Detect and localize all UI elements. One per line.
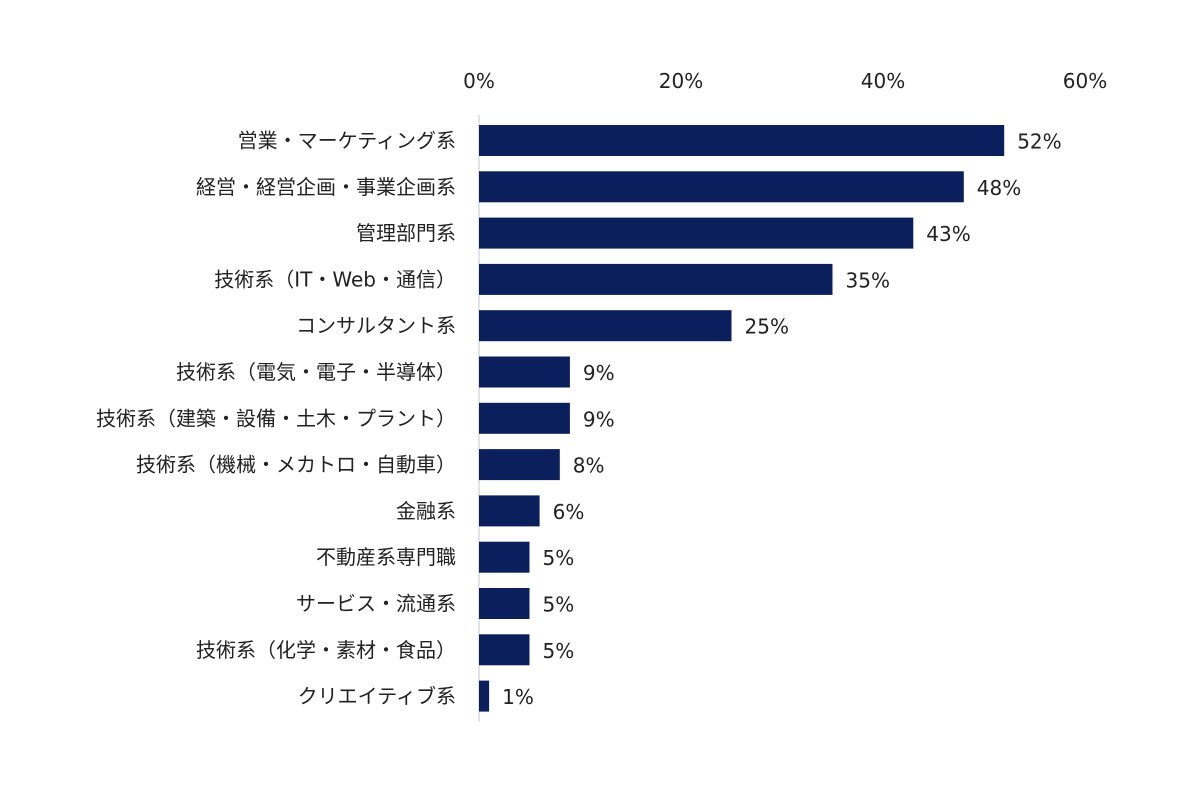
bar: [479, 356, 570, 388]
bar: [479, 449, 560, 481]
x-axis-ticks: 0% 20% 40% 60%: [463, 69, 1107, 93]
value-labels: 52% 48% 43% 35% 25% 9% 9% 8% 6% 5% 5% 5% 1%: [502, 130, 1062, 710]
x-tick-label: 60%: [1063, 69, 1107, 93]
category-label: 管理部門系: [356, 221, 456, 245]
value-label: 35%: [846, 268, 890, 292]
category-label: 技術系（IT・Web・通信）: [214, 267, 456, 291]
bar: [479, 125, 1005, 156]
value-label: 5%: [543, 593, 575, 617]
category-label: 不動産系専門職: [316, 545, 456, 569]
bars: [479, 125, 1005, 712]
category-label: 技術系（化学・素材・食品）: [196, 638, 456, 662]
bar: [479, 680, 490, 712]
bar: [479, 541, 530, 573]
category-label: 技術系（電気・電子・半導体）: [176, 360, 456, 384]
category-label: 技術系（機械・メカトロ・自動車）: [136, 453, 456, 477]
category-label: コンサルタント系: [296, 314, 456, 338]
x-tick-label: 40%: [861, 69, 905, 93]
value-label: 5%: [543, 639, 575, 663]
category-label: サービス・流通系: [296, 592, 456, 616]
bar: [479, 217, 914, 249]
x-tick-label: 20%: [659, 69, 703, 93]
bar: [479, 310, 732, 342]
category-label: 技術系（建築・設備・土木・プラント）: [96, 406, 456, 430]
value-label: 9%: [583, 407, 615, 431]
value-label: 52%: [1017, 130, 1061, 154]
value-label: 1%: [502, 685, 534, 709]
value-label: 6%: [553, 500, 585, 524]
category-label: 経営・経営企画・事業企画系: [196, 175, 456, 199]
bar: [479, 171, 964, 203]
category-label: 営業・マーケティング系: [238, 129, 456, 153]
bar: [479, 495, 540, 527]
value-label: 9%: [583, 361, 615, 385]
bar: [479, 634, 530, 666]
bar: [479, 588, 530, 619]
category-label: 金融系: [396, 499, 456, 523]
value-label: 8%: [573, 454, 605, 478]
value-label: 5%: [543, 546, 575, 570]
category-labels: 営業・マーケティング系経営・経営企画・事業企画系管理部門系技術系（IT・Web・…: [96, 129, 456, 709]
bar: [479, 402, 570, 434]
value-label: 48%: [977, 176, 1021, 200]
value-label: 25%: [745, 315, 789, 339]
value-label: 43%: [926, 222, 970, 246]
x-tick-label: 0%: [463, 69, 495, 93]
bar: [479, 263, 833, 295]
category-label: クリエイティブ系: [298, 684, 456, 708]
